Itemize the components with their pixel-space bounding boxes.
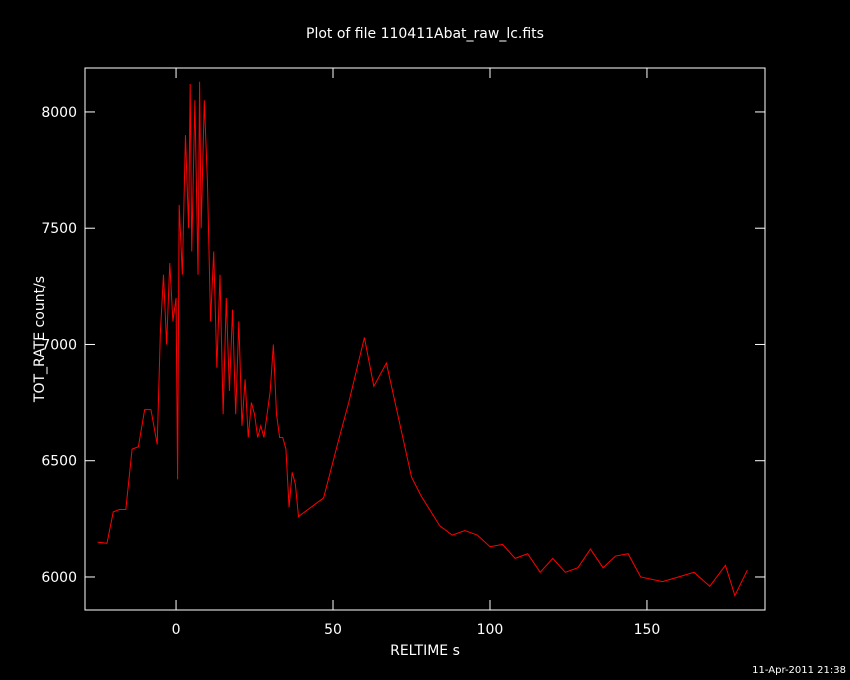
y-tick-label: 7000 — [41, 337, 77, 353]
timestamp: 11-Apr-2011 21:38 — [752, 665, 846, 676]
y-tick-label: 6500 — [41, 454, 77, 470]
data-line — [97, 81, 748, 597]
y-tick-label: 8000 — [41, 105, 77, 121]
x-tick-label: 150 — [634, 622, 661, 638]
x-axis-label: RELTIME s — [390, 643, 460, 659]
y-tick-label: 7500 — [41, 221, 77, 237]
x-tick-label: 0 — [172, 622, 181, 638]
y-tick-label: 6000 — [41, 570, 77, 586]
plot-frame — [84, 67, 766, 611]
x-tick-label: 100 — [477, 622, 504, 638]
x-tick-label: 50 — [324, 622, 342, 638]
y-axis-label: TOT_RATE count/s — [32, 276, 48, 403]
chart-title: Plot of file 110411Abat_raw_lc.fits — [306, 26, 544, 42]
